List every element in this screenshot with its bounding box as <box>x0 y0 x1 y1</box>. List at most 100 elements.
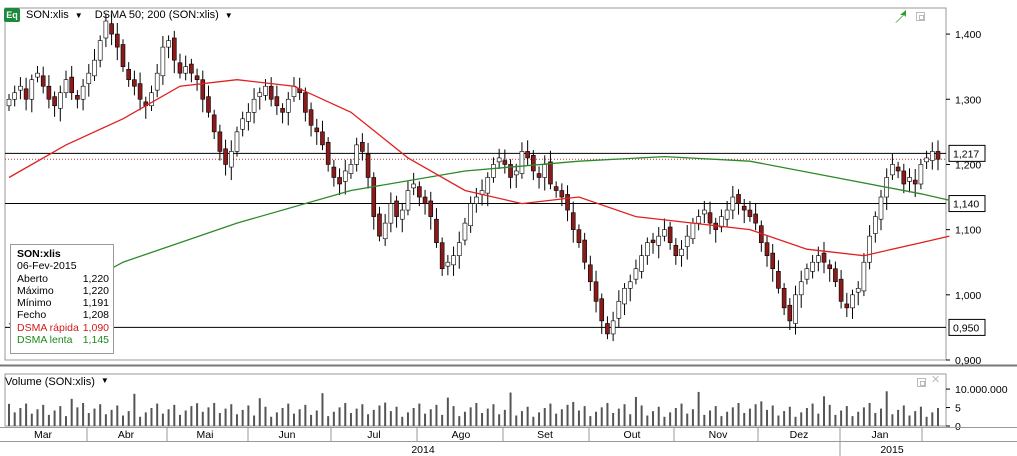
candle-body <box>97 40 103 61</box>
info-row: DSMA rápida 1,090 <box>17 321 109 334</box>
volume-bar <box>481 413 484 426</box>
chevron-down-icon[interactable]: ▼ <box>224 10 233 20</box>
volume-bar <box>555 413 558 426</box>
candle-body <box>103 20 109 39</box>
volume-bar <box>281 407 284 426</box>
candle-body <box>667 226 673 243</box>
volume-bar <box>646 415 649 426</box>
volume-bar <box>520 411 523 426</box>
candle-body <box>63 79 69 94</box>
volume-bar <box>908 415 911 426</box>
candle-body <box>850 294 855 309</box>
volume-bar <box>868 402 871 426</box>
restore-icon[interactable] <box>917 378 926 387</box>
volume-bar <box>794 416 797 426</box>
volume-bar <box>828 404 831 426</box>
candle-body <box>890 164 895 176</box>
candle-body <box>365 153 371 178</box>
volume-bar <box>42 404 45 426</box>
volume-bar <box>703 414 706 426</box>
volume-bar <box>327 416 330 426</box>
month-label: Set <box>537 429 553 441</box>
volume-bar <box>384 402 387 426</box>
volume-bar <box>629 414 632 426</box>
candle-body <box>468 203 473 227</box>
volume-bar <box>532 416 535 426</box>
candle-body <box>405 190 411 211</box>
volume-bar <box>121 415 124 426</box>
price-tag-box <box>948 144 986 162</box>
candle-body <box>855 287 861 293</box>
volume-bar <box>463 411 466 426</box>
volume-bar <box>321 393 324 426</box>
volume-bar <box>617 408 620 426</box>
month-label: Mai <box>197 429 214 441</box>
candle-body <box>451 255 456 266</box>
chevron-down-icon[interactable]: ▼ <box>100 376 109 385</box>
volume-bar <box>720 416 723 426</box>
volume-bar <box>686 413 689 426</box>
candle-body <box>764 242 770 257</box>
candle-body <box>206 96 211 113</box>
candle-body <box>531 155 536 172</box>
volume-bar <box>253 415 256 426</box>
volume-bar <box>760 401 763 426</box>
volume-bar <box>549 403 552 426</box>
candle-body <box>588 264 593 283</box>
volume-bar <box>805 407 808 426</box>
volume-bar <box>498 414 501 426</box>
candle-body <box>548 161 553 185</box>
candle-body <box>228 151 234 168</box>
chevron-down-icon[interactable]: ▼ <box>74 10 83 20</box>
volume-tick-label: 10.000.000 <box>955 384 1008 396</box>
month-label: Jul <box>367 429 380 441</box>
volume-bar <box>560 409 563 426</box>
volume-bar <box>937 407 939 426</box>
candle-body <box>308 109 314 126</box>
volume-bar <box>840 410 843 426</box>
volume-title[interactable]: Volume (SON:xlis) <box>5 376 95 388</box>
volume-bar <box>885 391 888 426</box>
volume-bar <box>104 414 107 426</box>
indicator-selector[interactable]: DSMA 50; 200 (SON:xlis) <box>94 9 219 21</box>
volume-bar <box>874 413 877 426</box>
volume-bar <box>367 414 370 426</box>
close-icon[interactable]: ✕ <box>931 374 941 386</box>
volume-tick-label: 5 <box>955 403 961 415</box>
volume-bar <box>150 407 153 426</box>
price-tag-label: 0,950 <box>953 322 979 334</box>
volume-bar <box>59 406 62 426</box>
candle-body <box>342 170 348 182</box>
volume-bar <box>190 406 193 426</box>
volume-bar <box>213 402 216 426</box>
volume-bar <box>361 404 364 426</box>
candle-body <box>80 85 86 100</box>
candle-body <box>194 75 200 81</box>
volume-bar <box>235 414 238 426</box>
volume-bar <box>218 413 221 426</box>
candle-body <box>456 242 462 257</box>
volume-bar <box>64 416 67 426</box>
candle-body <box>200 79 206 100</box>
price-tag-box <box>948 195 986 213</box>
volume-bar <box>743 413 746 426</box>
volume-bar <box>110 409 113 426</box>
candle-body <box>314 127 320 133</box>
candle-body <box>582 239 587 263</box>
month-label: Jan <box>872 429 889 441</box>
candle-body <box>52 96 57 107</box>
volume-bar <box>25 403 28 426</box>
candle-body <box>86 72 92 84</box>
candle-body <box>525 151 530 159</box>
month-label: Nov <box>709 429 728 441</box>
candle-body <box>246 111 251 122</box>
info-date: 06-Fev-2015 <box>17 260 77 273</box>
candle-body <box>189 63 194 74</box>
equity-icon[interactable]: Eq <box>4 8 20 22</box>
symbol-selector[interactable]: SON:xlis <box>26 9 69 21</box>
restore-icon[interactable] <box>916 12 925 21</box>
candle-body <box>154 72 160 91</box>
candle-body <box>719 216 724 228</box>
candle-body <box>211 114 217 133</box>
